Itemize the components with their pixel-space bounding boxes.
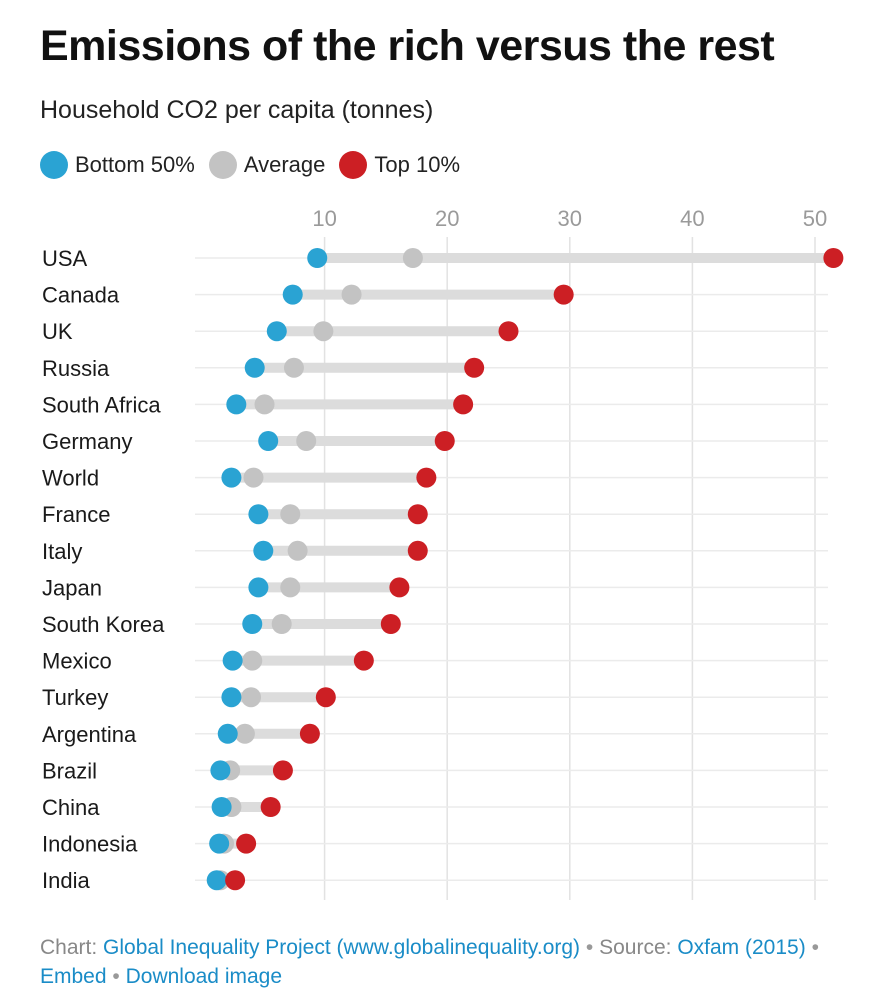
top-10-dot <box>434 431 455 451</box>
category-label: World <box>42 466 99 491</box>
average-dot <box>283 357 304 378</box>
footer-source-prefix: Source: <box>599 936 672 959</box>
footer-source-link[interactable]: Oxfam (2015) <box>677 936 806 959</box>
category-label: Japan <box>42 575 102 600</box>
bottom-50-dot <box>282 284 303 305</box>
top-10-dot <box>407 504 428 525</box>
bottom-50-dot <box>217 723 238 744</box>
category-label: Germany <box>42 429 132 454</box>
category-label: France <box>42 502 110 527</box>
dot-plot: 10 20 30 40 50 USA Canada UK Russia South Africa G… <box>42 206 844 900</box>
category-label: India <box>42 868 90 893</box>
bottom-50-dot <box>210 760 231 781</box>
average-dot <box>242 650 263 671</box>
category-label: Mexico <box>42 649 112 674</box>
bottom-50-dot <box>248 577 269 598</box>
bottom-50-dot <box>253 540 274 561</box>
x-tick-label: 30 <box>558 206 582 231</box>
bottom-50-dot <box>206 870 227 891</box>
category-label: China <box>42 795 100 820</box>
top-10-dot <box>299 723 320 744</box>
category-label: Argentina <box>42 722 137 747</box>
bottom-50-dot <box>248 504 269 525</box>
bottom-50-dot <box>222 650 243 671</box>
chart-footer: Chart: Global Inequality Project (www.gl… <box>40 933 830 991</box>
footer-separator: • <box>811 936 819 959</box>
category-label: Brazil <box>42 758 97 783</box>
top-10-dot <box>553 284 574 305</box>
x-tick-label: 20 <box>435 206 459 231</box>
top-10-dot <box>353 650 374 671</box>
bottom-50-dot <box>226 394 247 415</box>
average-dot <box>341 284 362 305</box>
bottom-50-dot <box>244 357 265 378</box>
x-tick-label: 50 <box>803 206 827 231</box>
chart-title: Emissions of the rich versus the rest <box>40 22 775 70</box>
top-10-dot <box>389 577 410 598</box>
category-label: USA <box>42 246 88 271</box>
footer-chart-prefix: Chart: <box>40 936 98 959</box>
average-dot <box>280 577 301 598</box>
average-dot <box>234 723 255 744</box>
top-10-dot <box>225 870 246 891</box>
top-10-dot <box>453 394 474 415</box>
top-10-dot <box>464 357 485 378</box>
category-label: Italy <box>42 539 82 564</box>
bottom-50-dot <box>258 431 279 451</box>
category-label: Canada <box>42 283 120 308</box>
bottom-50-dot <box>242 614 263 634</box>
chart-subtitle: Household CO2 per capita (tonnes) <box>40 96 434 124</box>
legend-swatch-bottom-50 <box>40 151 68 179</box>
legend-swatch-top-10 <box>339 151 368 179</box>
category-label: Turkey <box>42 685 108 710</box>
x-tick-label: 10 <box>312 206 336 231</box>
bottom-50-dot <box>211 797 232 817</box>
bottom-50-dot <box>221 687 242 708</box>
top-10-dot <box>407 540 428 561</box>
footer-download-link[interactable]: Download image <box>125 965 283 988</box>
top-10-dot <box>823 248 844 268</box>
average-dot <box>254 394 275 415</box>
footer-chart-link[interactable]: Global Inequality Project (www.globaline… <box>103 936 581 959</box>
bottom-50-dot <box>209 833 230 854</box>
top-10-dot <box>236 833 257 854</box>
average-dot <box>243 467 264 488</box>
category-label: Russia <box>42 356 110 381</box>
category-label: South Korea <box>42 612 165 637</box>
top-10-dot <box>498 321 519 342</box>
legend-label-top-10: Top 10% <box>374 152 461 177</box>
footer-embed-link[interactable]: Embed <box>40 965 107 988</box>
average-dot <box>280 504 301 525</box>
legend-item-bottom-50: Bottom 50% <box>40 151 195 179</box>
footer-separator: • <box>585 936 594 959</box>
bottom-50-dot <box>221 467 242 488</box>
category-label: UK <box>42 319 73 344</box>
average-dot <box>287 540 308 561</box>
top-10-dot <box>416 467 437 488</box>
average-dot <box>402 248 423 268</box>
category-label: South Africa <box>42 392 161 417</box>
legend-label-average: Average <box>243 152 326 177</box>
footer-separator: • <box>112 965 120 988</box>
average-dot <box>241 687 262 708</box>
legend: Bottom 50% Average Top 10% <box>40 150 474 180</box>
top-10-dot <box>260 797 281 817</box>
top-10-dot <box>315 687 336 708</box>
top-10-dot <box>272 760 293 781</box>
legend-item-top-10: Top 10% <box>339 151 460 179</box>
legend-item-average: Average <box>208 151 326 179</box>
bottom-50-dot <box>307 248 328 268</box>
legend-label-bottom-50: Bottom 50% <box>75 152 195 177</box>
x-tick-label: 40 <box>680 206 704 231</box>
average-dot <box>313 321 334 342</box>
top-10-dot <box>380 614 401 634</box>
average-dot <box>271 614 292 634</box>
legend-swatch-average <box>208 151 237 179</box>
category-label: Indonesia <box>42 832 138 857</box>
average-dot <box>296 431 317 451</box>
bottom-50-dot <box>266 321 287 342</box>
